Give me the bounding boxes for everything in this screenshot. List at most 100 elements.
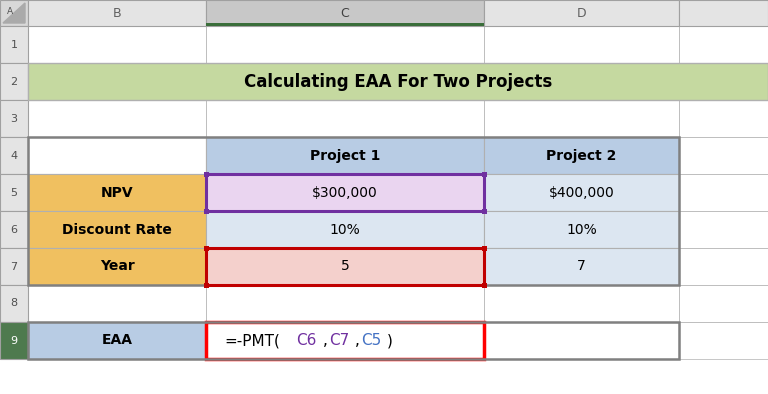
Text: 1: 1: [11, 39, 18, 50]
Text: C6: C6: [296, 333, 316, 348]
Text: 10%: 10%: [329, 223, 360, 236]
Bar: [28, 174, 206, 211]
Polygon shape: [3, 3, 25, 23]
Bar: [28, 63, 206, 100]
Bar: [484, 248, 679, 285]
Bar: [28, 0, 206, 26]
Text: 4: 4: [11, 151, 18, 160]
Bar: [0, 137, 28, 174]
Bar: [482, 172, 487, 177]
Text: Calculating EAA For Two Projects: Calculating EAA For Two Projects: [244, 72, 552, 91]
Bar: [679, 26, 768, 63]
Bar: [0, 26, 28, 63]
Bar: [28, 26, 206, 63]
Bar: [679, 285, 768, 322]
Bar: [204, 209, 209, 214]
Text: 5: 5: [11, 188, 18, 197]
Bar: [482, 209, 487, 214]
Bar: [0, 248, 28, 285]
Text: 7: 7: [577, 260, 586, 273]
Bar: [206, 174, 484, 211]
Text: 9: 9: [11, 336, 18, 346]
Bar: [206, 248, 484, 285]
Text: ,: ,: [355, 333, 359, 348]
Bar: [484, 211, 679, 248]
Text: C: C: [341, 6, 349, 19]
Bar: [482, 246, 487, 251]
Bar: [28, 211, 206, 248]
Bar: [0, 100, 28, 137]
Bar: [206, 211, 484, 248]
Bar: [206, 23, 484, 26]
Bar: [0, 285, 28, 322]
Bar: [0, 174, 28, 211]
Bar: [484, 26, 679, 63]
Text: 8: 8: [11, 299, 18, 309]
Bar: [28, 322, 679, 359]
Bar: [0, 322, 28, 359]
Text: Project 2: Project 2: [546, 149, 617, 162]
Text: C7: C7: [329, 333, 349, 348]
Bar: [484, 322, 679, 359]
Text: Project 1: Project 1: [310, 149, 380, 162]
Bar: [206, 63, 484, 100]
Bar: [484, 174, 679, 211]
Bar: [679, 322, 768, 359]
Text: $400,000: $400,000: [548, 186, 614, 199]
Bar: [484, 322, 679, 359]
Bar: [0, 63, 28, 100]
Bar: [679, 100, 768, 137]
Bar: [206, 285, 484, 322]
Bar: [28, 174, 206, 211]
Text: 7: 7: [11, 262, 18, 271]
Bar: [204, 283, 209, 288]
Bar: [28, 137, 679, 285]
Bar: [206, 322, 484, 359]
Bar: [28, 248, 206, 285]
Bar: [28, 63, 768, 100]
Text: 2: 2: [11, 76, 18, 87]
Bar: [28, 137, 206, 174]
Bar: [484, 174, 679, 211]
Text: $300,000: $300,000: [312, 186, 378, 199]
Bar: [206, 174, 484, 211]
Bar: [206, 137, 484, 174]
Bar: [679, 63, 768, 100]
Bar: [484, 63, 679, 100]
Bar: [484, 285, 679, 322]
Text: ,: ,: [323, 333, 327, 348]
Bar: [206, 0, 484, 26]
Bar: [28, 322, 206, 359]
Bar: [206, 211, 484, 248]
Bar: [484, 0, 679, 26]
Bar: [28, 137, 206, 174]
Bar: [484, 137, 679, 174]
Bar: [204, 172, 209, 177]
Text: NPV: NPV: [101, 186, 134, 199]
Bar: [28, 100, 206, 137]
Text: Discount Rate: Discount Rate: [62, 223, 172, 236]
Text: 6: 6: [11, 225, 18, 234]
Bar: [28, 211, 206, 248]
Bar: [679, 137, 768, 174]
Bar: [28, 248, 206, 285]
Text: ): ): [387, 333, 393, 348]
Bar: [204, 246, 209, 251]
Bar: [206, 26, 484, 63]
Bar: [0, 211, 28, 248]
Text: Year: Year: [100, 260, 134, 273]
Bar: [206, 100, 484, 137]
Text: 10%: 10%: [566, 223, 597, 236]
Text: B: B: [113, 6, 121, 19]
Bar: [679, 248, 768, 285]
Bar: [679, 0, 768, 26]
Bar: [679, 211, 768, 248]
Bar: [484, 100, 679, 137]
Bar: [484, 211, 679, 248]
Text: D: D: [577, 6, 586, 19]
Bar: [206, 248, 484, 285]
Text: C5: C5: [361, 333, 382, 348]
Bar: [28, 322, 206, 359]
Bar: [482, 283, 487, 288]
Text: 3: 3: [11, 113, 18, 123]
